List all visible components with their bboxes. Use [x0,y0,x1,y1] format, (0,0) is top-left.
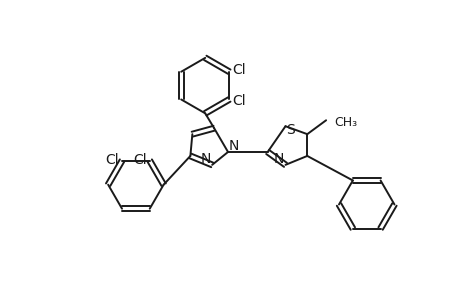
Text: Cl: Cl [232,63,245,77]
Text: S: S [286,123,295,137]
Text: N: N [229,139,239,153]
Text: Cl: Cl [133,153,146,167]
Text: CH₃: CH₃ [333,116,356,129]
Text: Cl: Cl [232,94,245,109]
Text: N: N [201,152,211,166]
Text: N: N [274,152,284,166]
Text: Cl: Cl [105,153,119,167]
